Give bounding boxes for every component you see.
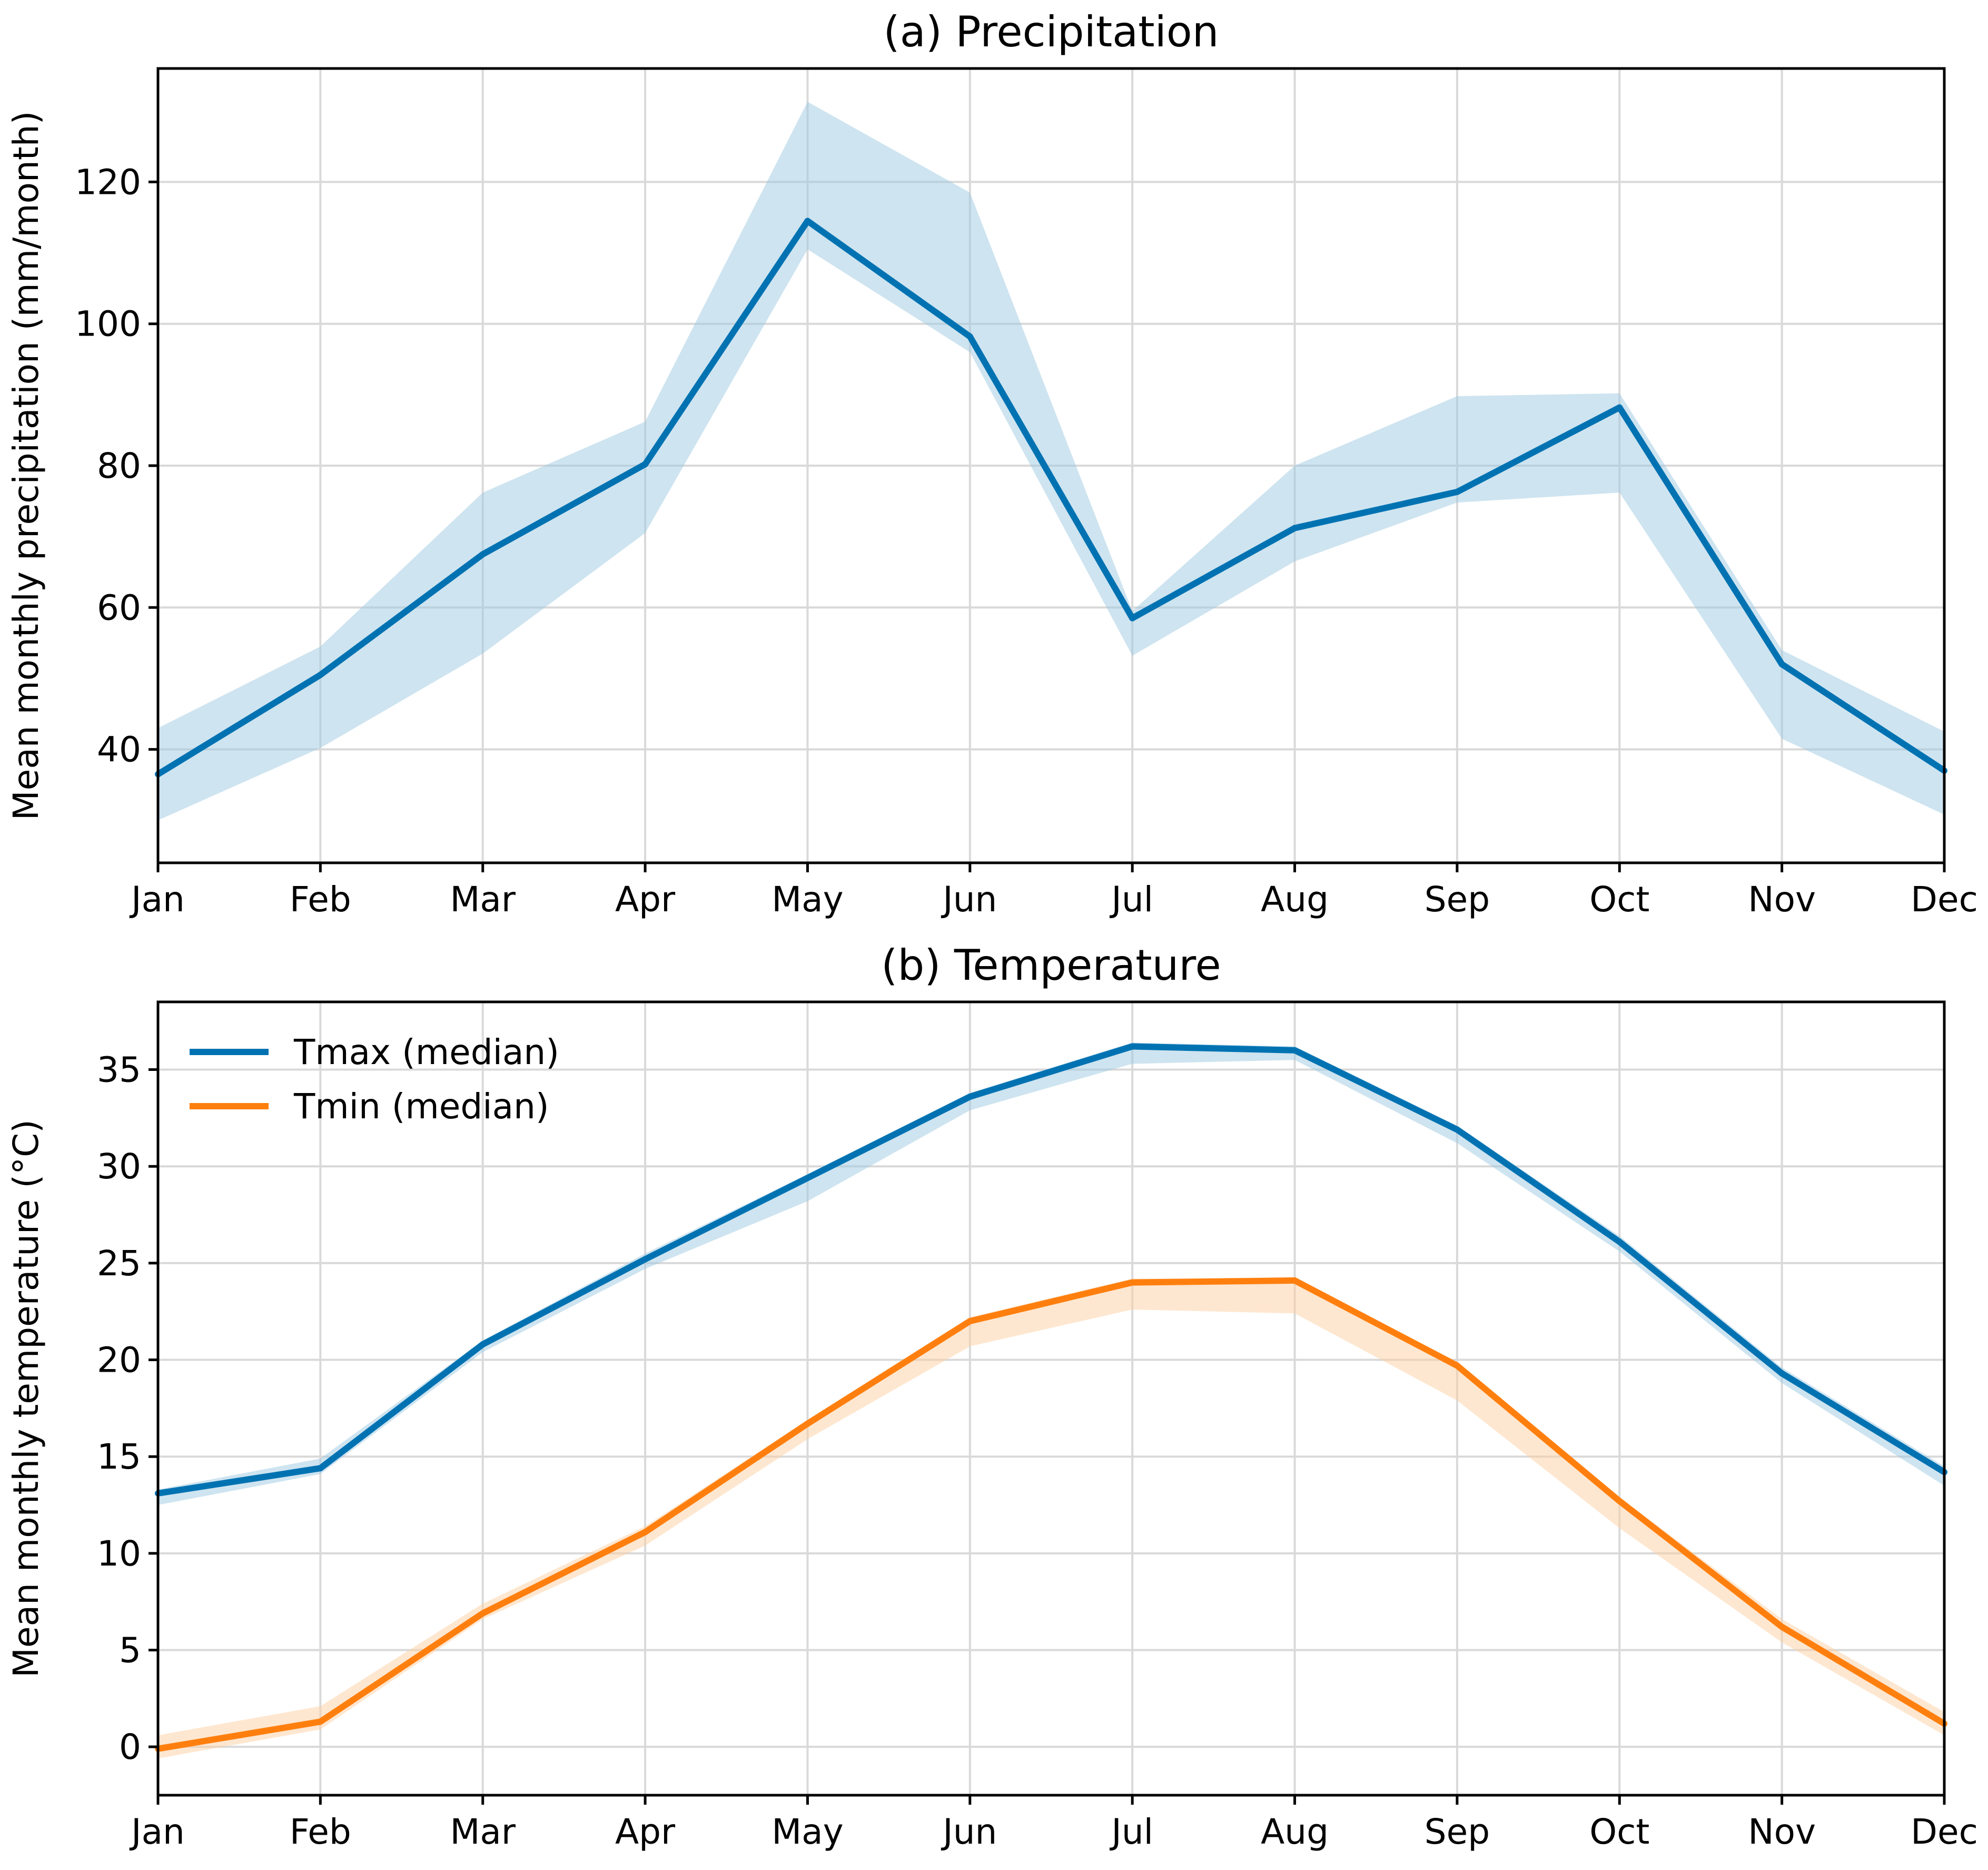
tmin-median-point-nov — [1778, 1623, 1785, 1630]
precipitation-median-point-jun — [966, 333, 973, 340]
precipitation-title: (a) Precipitation — [884, 7, 1219, 56]
precipitation-x-tick-label-oct: Oct — [1589, 879, 1649, 920]
precipitation-tick-labels: Jan Feb Mar Apr May Jun Jul Aug Sep Oct Nov Dec 40 60… — [75, 162, 1978, 920]
precipitation-x-tick-label-may: May — [772, 879, 843, 920]
precipitation-median-point-apr — [642, 461, 649, 468]
precipitation-x-tick-label-jul: Jul — [1109, 879, 1153, 920]
tmin-median-point-aug — [1291, 1277, 1298, 1284]
temperature-y-tick-label-5: 5 — [119, 1630, 141, 1671]
temperature-x-tick-label-oct: Oct — [1589, 1812, 1649, 1852]
temperature-y-tick-label-25: 25 — [97, 1243, 141, 1284]
temperature-tick-labels: Jan Feb Mar Apr May Jun Jul Aug Sep Oct Nov Dec 0 5 10… — [97, 1050, 1978, 1852]
tmax-median-point-sep — [1453, 1126, 1460, 1133]
tmin-median-point-apr — [642, 1529, 649, 1536]
temperature-x-tick-label-jan: Jan — [129, 1812, 185, 1852]
temperature-x-tick-label-mar: Mar — [450, 1812, 516, 1852]
precipitation-y-tick-label-40: 40 — [97, 730, 141, 770]
tmin-median-point-jul — [1129, 1279, 1136, 1286]
precipitation-lines — [155, 218, 1947, 777]
precipitation-median-point-aug — [1291, 525, 1298, 532]
tmax-median-line — [157, 1043, 1946, 1497]
precipitation-x-tick-label-aug: Aug — [1261, 879, 1329, 920]
precipitation-median-point-jul — [1129, 615, 1136, 622]
precipitation-y-axis-title: Mean monthly precipitation (mm/month) — [6, 111, 46, 821]
tmin-median-point-feb — [317, 1718, 324, 1725]
temperature-x-tick-label-nov: Nov — [1748, 1812, 1816, 1852]
precipitation-median-point-nov — [1778, 661, 1785, 667]
precipitation-x-tick-label-mar: Mar — [450, 879, 516, 920]
precipitation-median-point-feb — [317, 672, 324, 678]
precipitation-median-line — [156, 218, 1946, 777]
tmax-median-point-may — [804, 1175, 811, 1182]
precipitation-x-tick-label-apr: Apr — [615, 879, 676, 920]
precipitation-median-point-sep — [1453, 488, 1460, 495]
tmax-median-legend-label: Tmax (median) — [293, 1032, 559, 1072]
tmin-median-legend-label: Tmin (median) — [293, 1086, 549, 1127]
temperature-y-tick-label-30: 30 — [97, 1146, 141, 1187]
temperature-x-tick-label-jun: Jun — [941, 1812, 997, 1852]
precipitation-y-tick-label-80: 80 — [97, 446, 141, 486]
tmax-median-point-apr — [642, 1256, 649, 1263]
tmax-median-point-oct — [1616, 1238, 1623, 1245]
tmin-median-point-oct — [1616, 1498, 1623, 1504]
precipitation-panel: Jan Feb Mar Apr May Jun Jul Aug Sep Oct Nov Dec 40 60… — [6, 7, 1978, 920]
temperature-y-axis-title: Mean monthly temperature (°C) — [6, 1119, 46, 1678]
temperature-plot-frame — [156, 1000, 1946, 1797]
tmax-median-point-jul — [1129, 1043, 1136, 1050]
temperature-x-tick-label-sep: Sep — [1425, 1812, 1490, 1852]
temperature-y-tick-label-15: 15 — [97, 1436, 141, 1477]
temperature-x-tick-label-apr: Apr — [615, 1812, 676, 1852]
tmin-median-point-mar — [479, 1610, 486, 1617]
temperature-x-tick-label-may: May — [772, 1812, 843, 1852]
temperature-grid — [157, 1002, 1945, 1795]
temperature-y-tick-label-20: 20 — [97, 1340, 141, 1381]
tmin-median-point-sep — [1453, 1362, 1460, 1369]
precipitation-ticks — [149, 180, 1946, 872]
precipitation-x-tick-label-feb: Feb — [290, 879, 351, 920]
precipitation-median-point-may — [804, 218, 811, 224]
precipitation-x-tick-label-jan: Jan — [129, 879, 185, 920]
tmax-median-point-aug — [1291, 1047, 1298, 1054]
tmin-median-point-jun — [966, 1318, 973, 1325]
precipitation-median-range-band — [158, 102, 1944, 821]
tmax-median-point-jun — [966, 1093, 973, 1100]
temperature-y-tick-label-0: 0 — [119, 1727, 141, 1767]
precipitation-x-tick-label-dec: Dec — [1911, 879, 1978, 920]
temperature-x-tick-label-dec: Dec — [1911, 1812, 1978, 1852]
precipitation-bands — [158, 102, 1944, 821]
tmin-median-line — [157, 1277, 1946, 1752]
precipitation-x-tick-label-sep: Sep — [1425, 879, 1490, 920]
temperature-x-tick-label-aug: Aug — [1261, 1812, 1329, 1852]
precipitation-x-tick-label-nov: Nov — [1748, 879, 1816, 920]
tmax-median-point-feb — [317, 1465, 324, 1472]
precipitation-y-tick-label-120: 120 — [75, 162, 141, 202]
temperature-y-tick-label-10: 10 — [97, 1533, 141, 1574]
precipitation-y-tick-label-100: 100 — [75, 304, 141, 345]
precipitation-y-tick-label-60: 60 — [97, 587, 141, 628]
temperature-panel: Jan Feb Mar Apr May Jun Jul Aug Sep Oct Nov Dec 0 5 10… — [6, 941, 1978, 1852]
temperature-y-tick-label-35: 35 — [97, 1050, 141, 1090]
precipitation-x-tick-label-jun: Jun — [941, 879, 997, 920]
precipitation-median-point-oct — [1616, 404, 1623, 411]
temperature-x-tick-label-feb: Feb — [290, 1812, 351, 1852]
temperature-title: (b) Temperature — [881, 941, 1221, 990]
tmax-median-point-nov — [1778, 1370, 1785, 1377]
precipitation-median-point-mar — [479, 551, 486, 558]
temperature-x-tick-label-jul: Jul — [1109, 1812, 1153, 1852]
temperature-legend: Tmax (median) Tmin (median) — [190, 1032, 559, 1127]
temperature-ticks — [149, 1068, 1946, 1805]
tmax-median-point-mar — [479, 1341, 486, 1348]
tmin-median-point-may — [804, 1420, 811, 1427]
